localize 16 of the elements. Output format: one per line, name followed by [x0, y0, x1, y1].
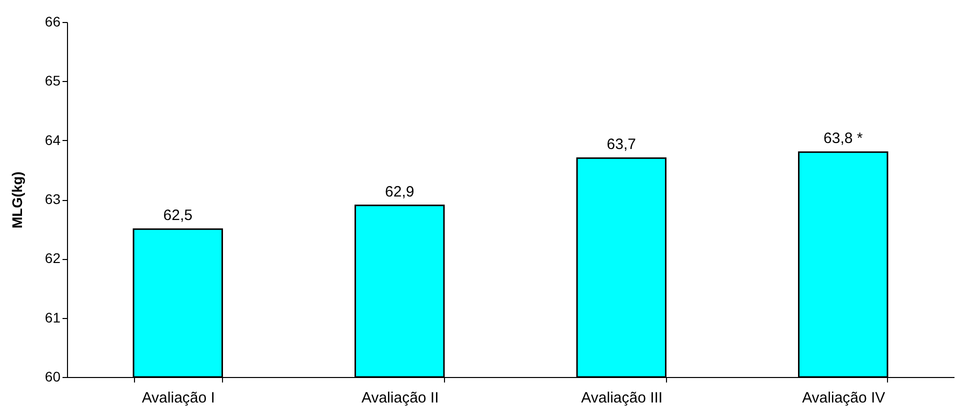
- x-tick-label: Avaliação IV: [802, 390, 886, 406]
- y-tick-label: 61: [44, 309, 61, 326]
- y-tick-label: 63: [44, 191, 61, 207]
- data-label: 62,5: [163, 207, 192, 224]
- x-tick-label: Avaliação II: [361, 390, 439, 406]
- data-label: 63,7: [606, 136, 636, 154]
- data-label: 62,9: [385, 183, 414, 200]
- x-tick-label: Avaliação III: [581, 390, 663, 406]
- y-tick-label: 62: [44, 250, 61, 266]
- y-tick-label: 66: [44, 14, 61, 30]
- y-tick-label: 64: [44, 132, 61, 148]
- y-axis-title: MLG(kg): [8, 172, 25, 228]
- data-label: 63,8 *: [824, 130, 863, 148]
- y-tick-label: 65: [44, 72, 61, 89]
- x-tick-label: Avaliação I: [142, 390, 215, 406]
- y-tick-label: 60: [44, 368, 61, 384]
